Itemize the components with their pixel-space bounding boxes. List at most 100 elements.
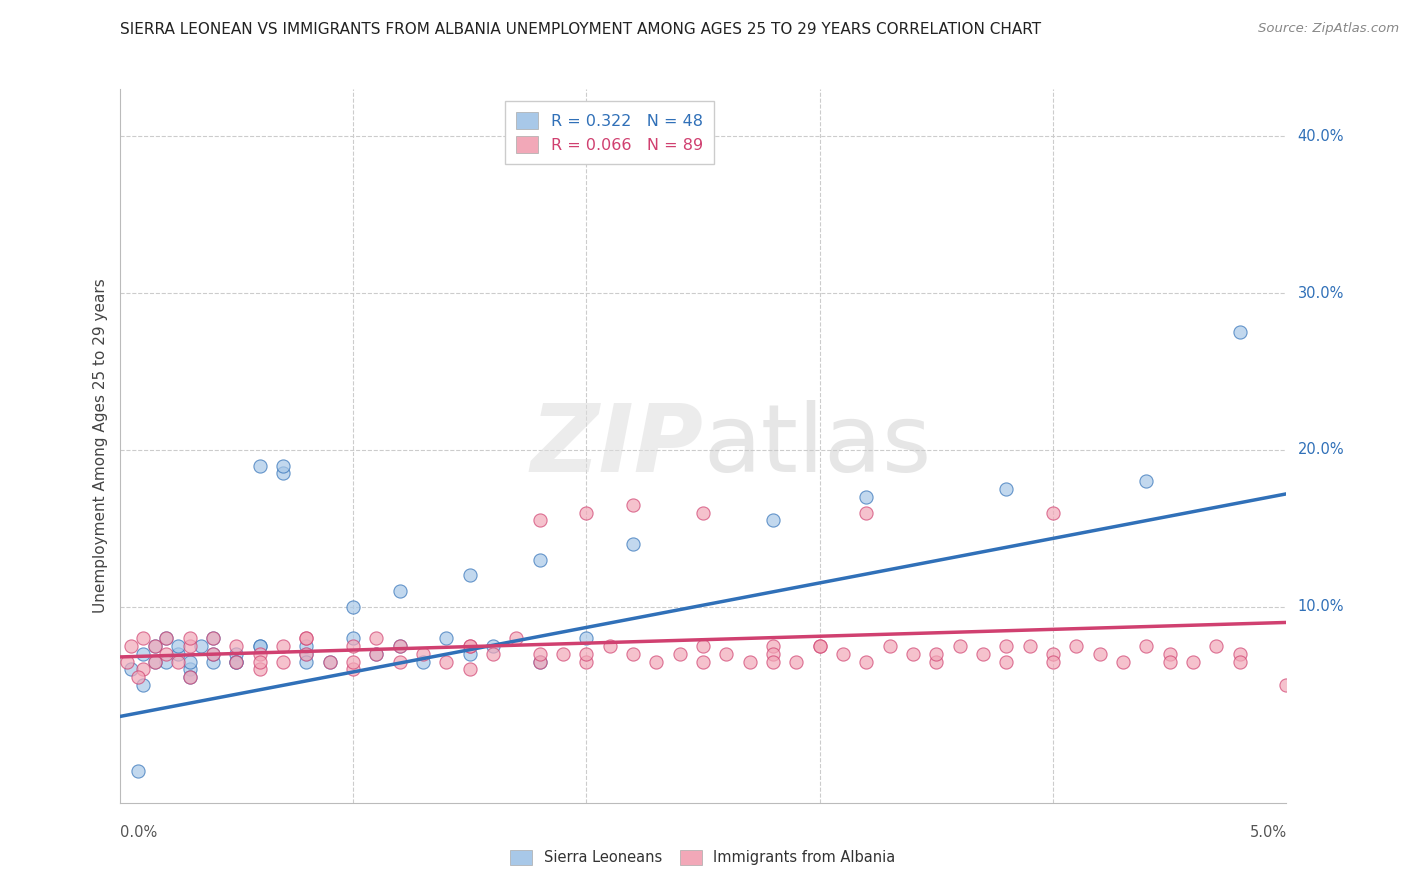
Point <box>1042 647 1064 661</box>
Point <box>855 655 877 669</box>
Point <box>692 655 714 669</box>
Point <box>855 506 877 520</box>
Point <box>155 655 177 669</box>
Point <box>762 514 785 528</box>
Point <box>412 655 434 669</box>
Point <box>271 639 294 653</box>
Point <box>925 655 948 669</box>
Point <box>342 639 364 653</box>
Text: atlas: atlas <box>703 400 931 492</box>
Legend: Sierra Leoneans, Immigrants from Albania: Sierra Leoneans, Immigrants from Albania <box>505 844 901 871</box>
Point <box>249 663 271 677</box>
Point <box>318 655 340 669</box>
Point <box>143 639 166 653</box>
Point <box>529 552 551 566</box>
Point <box>225 655 247 669</box>
Point <box>342 663 364 677</box>
Point <box>295 647 318 661</box>
Point <box>295 631 318 645</box>
Point <box>249 639 271 653</box>
Point <box>179 670 201 684</box>
Point <box>366 647 388 661</box>
Point <box>575 506 598 520</box>
Point <box>529 655 551 669</box>
Point <box>738 655 761 669</box>
Point <box>599 639 621 653</box>
Point <box>458 568 481 582</box>
Point <box>692 506 714 520</box>
Point <box>529 655 551 669</box>
Text: 20.0%: 20.0% <box>1298 442 1344 458</box>
Point <box>529 647 551 661</box>
Point <box>249 639 271 653</box>
Point <box>271 458 294 473</box>
Text: 0.0%: 0.0% <box>120 825 156 840</box>
Text: SIERRA LEONEAN VS IMMIGRANTS FROM ALBANIA UNEMPLOYMENT AMONG AGES 25 TO 29 YEARS: SIERRA LEONEAN VS IMMIGRANTS FROM ALBANI… <box>120 22 1040 37</box>
Point <box>143 655 166 669</box>
Point <box>201 647 224 661</box>
Point <box>762 639 785 653</box>
Point <box>1229 655 1251 669</box>
Point <box>342 655 364 669</box>
Point <box>1135 475 1157 489</box>
Point <box>995 482 1018 496</box>
Point <box>458 647 481 661</box>
Point <box>127 764 149 779</box>
Text: ZIP: ZIP <box>530 400 703 492</box>
Point <box>249 655 271 669</box>
Point <box>1275 678 1298 692</box>
Point <box>295 639 318 653</box>
Point <box>155 631 177 645</box>
Point <box>949 639 972 653</box>
Point <box>120 663 142 677</box>
Point <box>271 655 294 669</box>
Point <box>179 631 201 645</box>
Point <box>225 647 247 661</box>
Point <box>201 631 224 645</box>
Point <box>551 647 574 661</box>
Point <box>692 639 714 653</box>
Text: 5.0%: 5.0% <box>1250 825 1286 840</box>
Point <box>120 639 142 653</box>
Point <box>318 655 340 669</box>
Point <box>166 655 188 669</box>
Point <box>1018 639 1040 653</box>
Point <box>225 639 247 653</box>
Point <box>225 655 247 669</box>
Point <box>482 647 505 661</box>
Point <box>1229 647 1251 661</box>
Point <box>1042 655 1064 669</box>
Point <box>575 655 598 669</box>
Point <box>808 639 831 653</box>
Point <box>855 490 877 504</box>
Point <box>179 655 201 669</box>
Point <box>342 599 364 614</box>
Point <box>434 655 457 669</box>
Point <box>1066 639 1088 653</box>
Point <box>132 631 155 645</box>
Point <box>166 647 188 661</box>
Point <box>249 647 271 661</box>
Point <box>434 631 457 645</box>
Point <box>190 639 212 653</box>
Text: 30.0%: 30.0% <box>1298 285 1344 301</box>
Point <box>575 631 598 645</box>
Point <box>621 537 644 551</box>
Point <box>155 631 177 645</box>
Point <box>1135 639 1157 653</box>
Point <box>295 647 318 661</box>
Point <box>995 639 1018 653</box>
Point <box>458 639 481 653</box>
Point <box>762 647 785 661</box>
Point <box>143 639 166 653</box>
Point <box>115 655 138 669</box>
Point <box>808 639 831 653</box>
Point <box>1182 655 1205 669</box>
Point <box>201 647 224 661</box>
Point <box>388 584 411 599</box>
Point <box>621 498 644 512</box>
Point <box>1205 639 1227 653</box>
Text: 40.0%: 40.0% <box>1298 128 1344 144</box>
Point <box>179 670 201 684</box>
Point <box>762 655 785 669</box>
